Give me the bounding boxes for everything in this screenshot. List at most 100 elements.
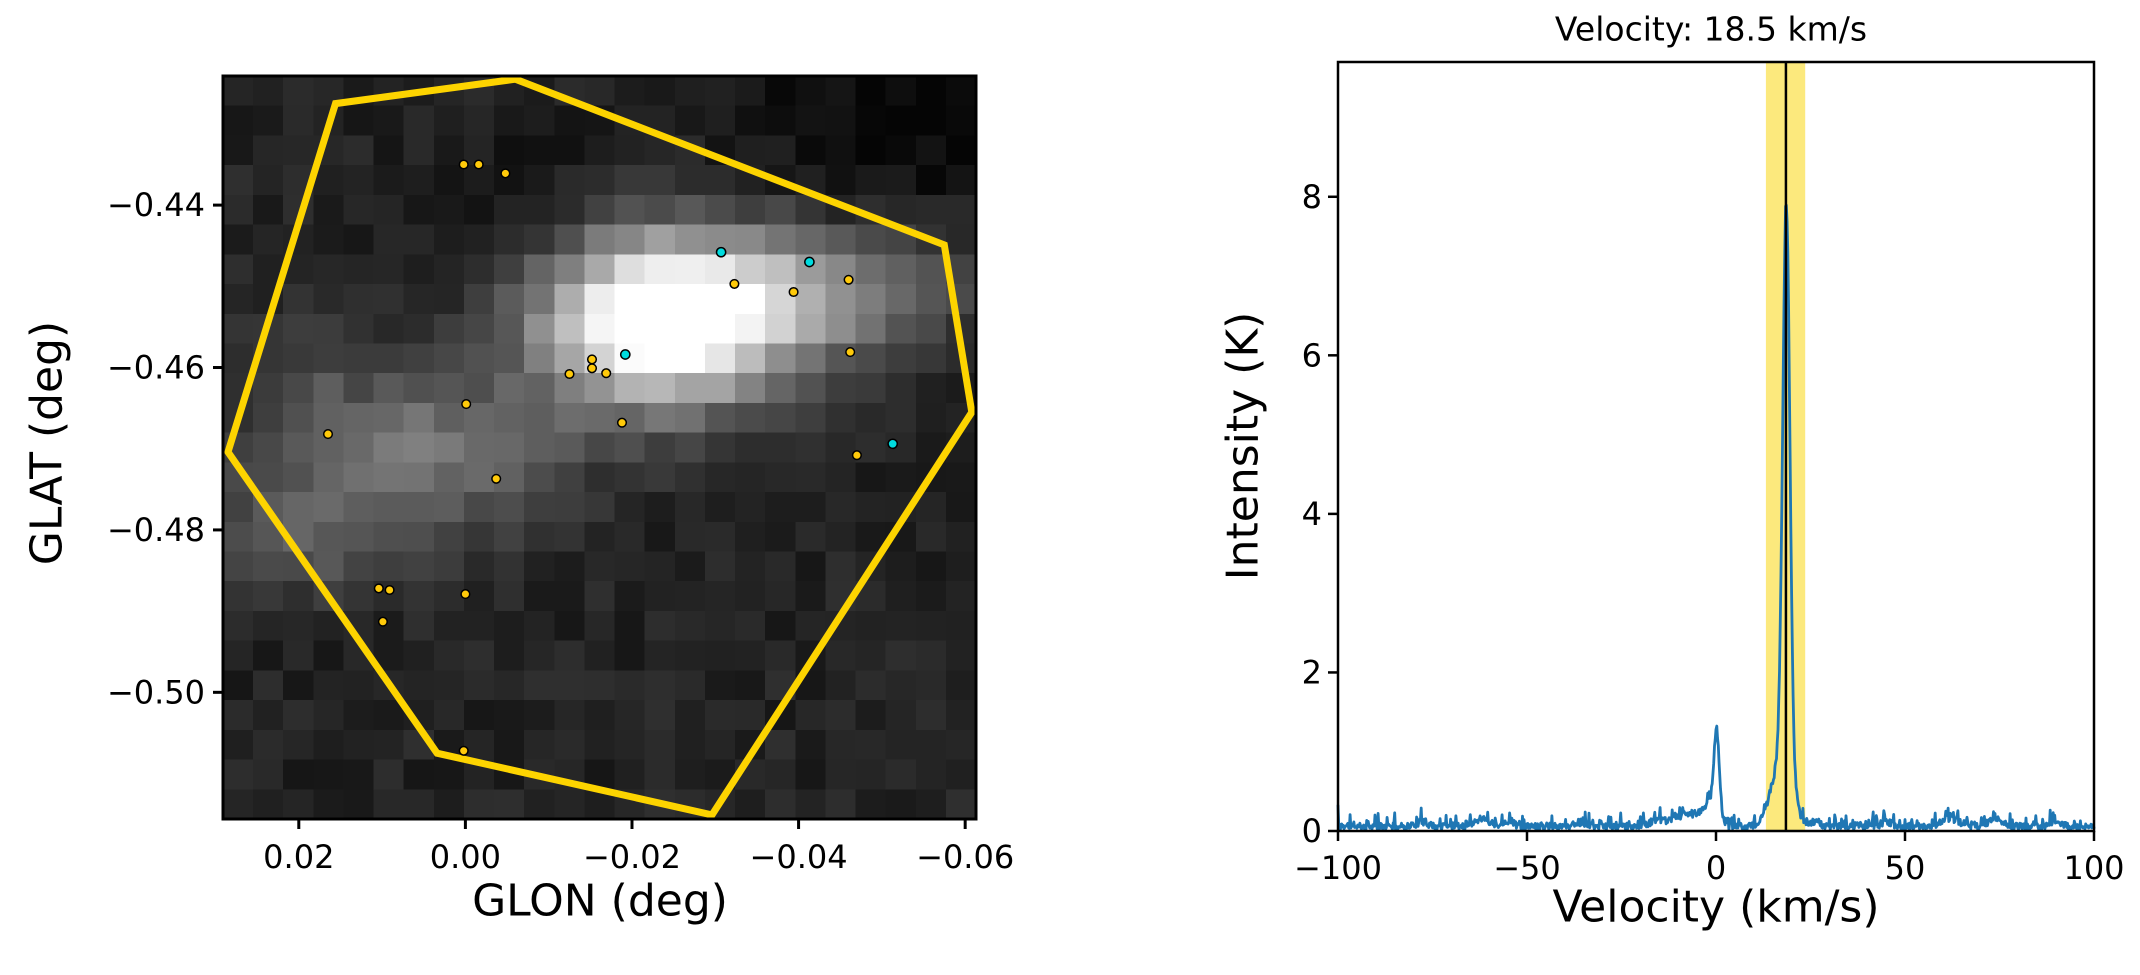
heatmap-cell xyxy=(343,462,375,493)
yellow-source-marker xyxy=(500,168,511,179)
heatmap-cell xyxy=(403,789,435,820)
heatmap-cell xyxy=(885,165,917,196)
yellow-source-points xyxy=(322,159,862,756)
heatmap-cell xyxy=(223,135,254,166)
heatmap-cell xyxy=(644,432,676,463)
heatmap-cell xyxy=(554,670,586,701)
heatmap-cell xyxy=(283,759,314,790)
heatmap-cell xyxy=(795,224,826,255)
heatmap-cell xyxy=(885,313,917,345)
heatmap-cell xyxy=(253,165,284,196)
heatmap-cell xyxy=(765,224,796,255)
yellow-source-marker xyxy=(843,274,854,285)
heatmap-cell xyxy=(765,640,796,671)
heatmap-cell xyxy=(403,551,435,582)
heatmap-cell xyxy=(584,165,616,196)
heatmap-cell xyxy=(373,402,405,434)
heatmap-cell xyxy=(223,521,254,553)
heatmap-cell xyxy=(795,135,826,166)
cyan-source-marker xyxy=(804,256,815,268)
heatmap-cell xyxy=(885,76,917,107)
heatmap-cell xyxy=(945,789,977,820)
heatmap-cell xyxy=(343,670,375,701)
heatmap-cell xyxy=(253,729,284,761)
map-axes-frame xyxy=(221,74,978,821)
heatmap-cell xyxy=(765,373,796,404)
heatmap-cell xyxy=(765,581,796,612)
heatmap-cell xyxy=(433,402,465,434)
heatmap-cell xyxy=(343,581,375,612)
y-tick-label: 8 xyxy=(1302,178,1322,216)
heatmap-cell xyxy=(223,610,254,642)
heatmap-cell xyxy=(855,462,887,493)
heatmap-cell xyxy=(373,610,405,642)
heatmap-cell xyxy=(283,670,314,701)
aperture-polygon xyxy=(224,75,976,819)
heatmap-cell xyxy=(524,521,555,553)
heatmap-cell xyxy=(283,581,314,612)
heatmap-cell xyxy=(765,105,796,137)
y-tick-label: −0.50 xyxy=(107,673,205,711)
heatmap-cell xyxy=(704,729,736,761)
heatmap-cell xyxy=(223,492,254,523)
heatmap-cell xyxy=(885,729,917,761)
x-tick-label: 0.02 xyxy=(263,838,334,876)
heatmap-cell xyxy=(494,432,525,463)
heatmap-cell xyxy=(463,521,495,553)
heatmap-cell xyxy=(795,610,826,642)
heatmap-cell xyxy=(945,194,977,226)
heatmap-cell xyxy=(253,581,284,612)
heatmap-cell xyxy=(373,521,405,553)
heatmap-cell xyxy=(855,135,887,166)
heatmap-cell xyxy=(343,551,375,582)
heatmap-cell xyxy=(825,551,857,582)
x-tick-label: 100 xyxy=(2063,849,2124,887)
yellow-source-marker xyxy=(729,278,740,289)
heatmap-cell xyxy=(735,194,766,226)
heatmap-cell xyxy=(735,135,766,166)
heatmap-cell xyxy=(554,254,586,285)
heatmap-cell xyxy=(494,492,525,523)
heatmap-cell xyxy=(614,254,646,285)
heatmap-cell xyxy=(433,254,465,285)
heatmap-cell xyxy=(825,224,857,255)
heatmap-cell xyxy=(644,700,676,731)
heatmap-cell xyxy=(343,700,375,731)
heatmap-cell xyxy=(554,432,586,463)
heatmap-cell xyxy=(945,551,977,582)
heatmap-cell xyxy=(373,432,405,463)
heatmap-cell xyxy=(915,165,947,196)
heatmap-cell xyxy=(494,194,525,226)
heatmap-cell xyxy=(795,343,826,374)
heatmap-cell xyxy=(614,759,646,790)
heatmap-cell xyxy=(253,759,284,790)
map-plot-area[interactable] xyxy=(223,76,976,819)
heatmap-cell xyxy=(253,610,284,642)
heatmap-cell xyxy=(795,521,826,553)
spectrum-xlabel: Velocity (km/s) xyxy=(1552,881,1880,933)
heatmap-cell xyxy=(885,462,917,493)
heatmap-cell xyxy=(403,254,435,285)
heatmap-cell xyxy=(885,135,917,166)
heatmap-cell xyxy=(343,313,375,345)
heatmap-cell xyxy=(524,224,555,255)
heatmap-cell xyxy=(765,254,796,285)
heatmap-cell xyxy=(403,194,435,226)
heatmap-cell xyxy=(403,521,435,553)
heatmap-cell xyxy=(915,551,947,582)
y-tick-label: 4 xyxy=(1302,495,1322,533)
heatmap-cell xyxy=(855,640,887,671)
heatmap-cell xyxy=(704,700,736,731)
heatmap-cell xyxy=(494,670,525,701)
heatmap-cell xyxy=(463,729,495,761)
heatmap-cell xyxy=(463,670,495,701)
heatmap-cell xyxy=(463,462,495,493)
heatmap-cell xyxy=(825,165,857,196)
heatmap-cell xyxy=(915,313,947,345)
heatmap-cell xyxy=(765,313,796,345)
heatmap-cell xyxy=(403,610,435,642)
spectrum-plot-area[interactable] xyxy=(1338,62,2094,831)
heatmap-cell xyxy=(554,194,586,226)
heatmap-cell xyxy=(463,551,495,582)
heatmap-cell xyxy=(735,640,766,671)
